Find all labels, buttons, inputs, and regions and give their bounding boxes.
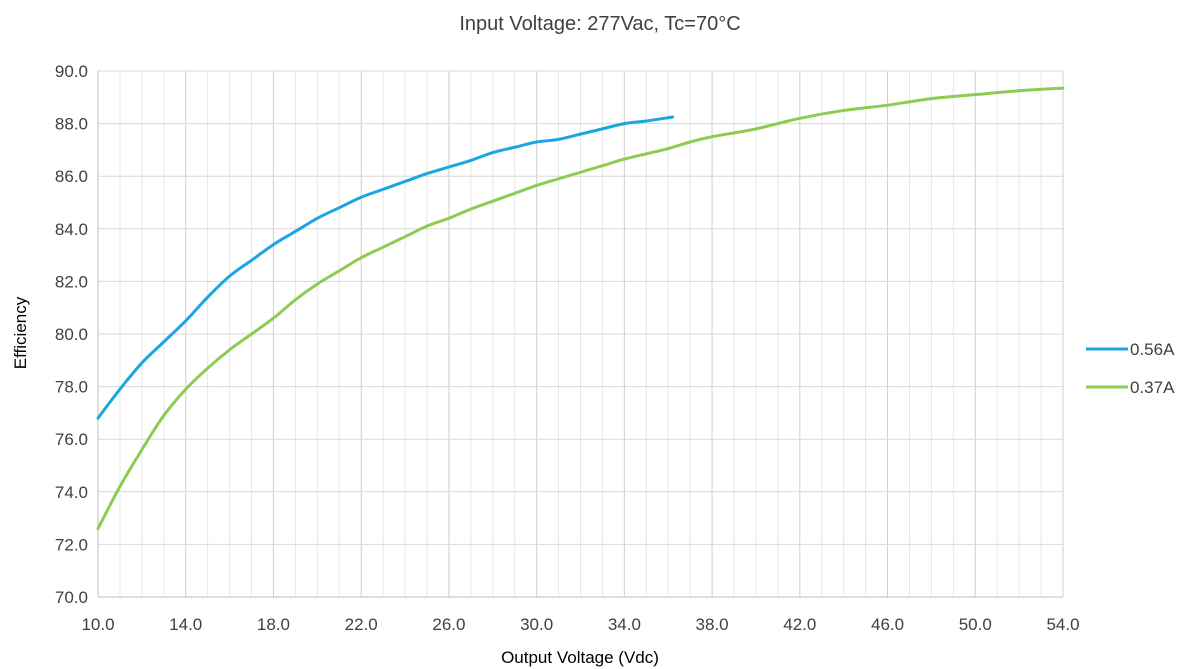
series-lines (96, 86, 1065, 531)
chart-title: Input Voltage: 277Vac, Tc=70°C (459, 13, 740, 35)
y-tick-label: 84.0 (55, 220, 88, 239)
axes (97, 71, 1063, 598)
y-axis-title: Efficiency (11, 296, 30, 369)
x-tick-label: 50.0 (959, 615, 992, 634)
legend-label: 0.37A (1130, 378, 1175, 397)
x-tick-label: 42.0 (783, 615, 816, 634)
y-tick-label: 78.0 (55, 378, 88, 397)
x-tick-label: 18.0 (257, 615, 290, 634)
x-tick-label: 34.0 (608, 615, 641, 634)
y-tick-label: 70.0 (55, 588, 88, 607)
x-tick-label: 46.0 (871, 615, 904, 634)
x-tick-label: 54.0 (1046, 615, 1079, 634)
y-tick-label: 72.0 (55, 535, 88, 554)
y-tick-label: 82.0 (55, 272, 88, 291)
legend: 0.56A 0.37A (1086, 340, 1175, 397)
major-gridlines (98, 70, 1064, 597)
y-tick-label: 80.0 (55, 325, 88, 344)
x-tick-label: 38.0 (696, 615, 729, 634)
y-tick-label: 86.0 (55, 167, 88, 186)
x-tick-label: 10.0 (81, 615, 114, 634)
x-tick-label: 14.0 (169, 615, 202, 634)
x-tick-label: 22.0 (345, 615, 378, 634)
x-axis-title: Output Voltage (Vdc) (501, 648, 659, 667)
x-tick-label: 26.0 (432, 615, 465, 634)
y-tick-labels: 70.0 72.0 74.0 76.0 78.0 80.0 82.0 84.0 86.0 88.0… (55, 62, 88, 607)
y-tick-label: 88.0 (55, 115, 88, 134)
x-tick-label: 30.0 (520, 615, 553, 634)
x-tick-labels: 10.0 14.0 18.0 22.0 26.0 30.0 34.0 38.0 42.0 46.0… (81, 615, 1079, 634)
series-line-037a (96, 86, 1065, 531)
y-tick-label: 90.0 (55, 62, 88, 81)
y-tick-label: 76.0 (55, 430, 88, 449)
legend-label: 0.56A (1130, 340, 1175, 359)
series-line-056a (96, 115, 675, 420)
y-tick-label: 74.0 (55, 483, 88, 502)
